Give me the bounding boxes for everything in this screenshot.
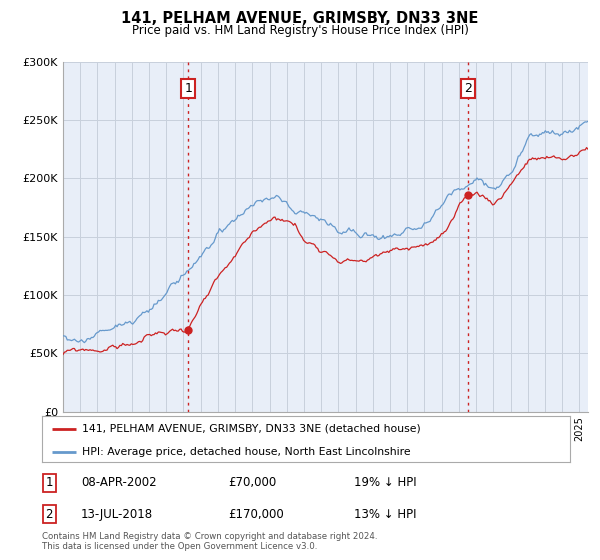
Text: 08-APR-2002: 08-APR-2002 [81, 476, 157, 489]
Text: £170,000: £170,000 [228, 507, 284, 521]
Text: 2: 2 [464, 82, 472, 95]
Text: HPI: Average price, detached house, North East Lincolnshire: HPI: Average price, detached house, Nort… [82, 447, 410, 457]
Text: 2: 2 [46, 507, 53, 521]
Text: Contains HM Land Registry data © Crown copyright and database right 2024.
This d: Contains HM Land Registry data © Crown c… [42, 532, 377, 552]
Text: 13-JUL-2018: 13-JUL-2018 [81, 507, 153, 521]
Text: £70,000: £70,000 [228, 476, 276, 489]
Text: 141, PELHAM AVENUE, GRIMSBY, DN33 3NE (detached house): 141, PELHAM AVENUE, GRIMSBY, DN33 3NE (d… [82, 424, 421, 434]
Text: 1: 1 [46, 476, 53, 489]
Text: Price paid vs. HM Land Registry's House Price Index (HPI): Price paid vs. HM Land Registry's House … [131, 24, 469, 36]
Text: 1: 1 [184, 82, 192, 95]
Text: 13% ↓ HPI: 13% ↓ HPI [354, 507, 416, 521]
Text: 141, PELHAM AVENUE, GRIMSBY, DN33 3NE: 141, PELHAM AVENUE, GRIMSBY, DN33 3NE [121, 11, 479, 26]
Text: 19% ↓ HPI: 19% ↓ HPI [354, 476, 416, 489]
